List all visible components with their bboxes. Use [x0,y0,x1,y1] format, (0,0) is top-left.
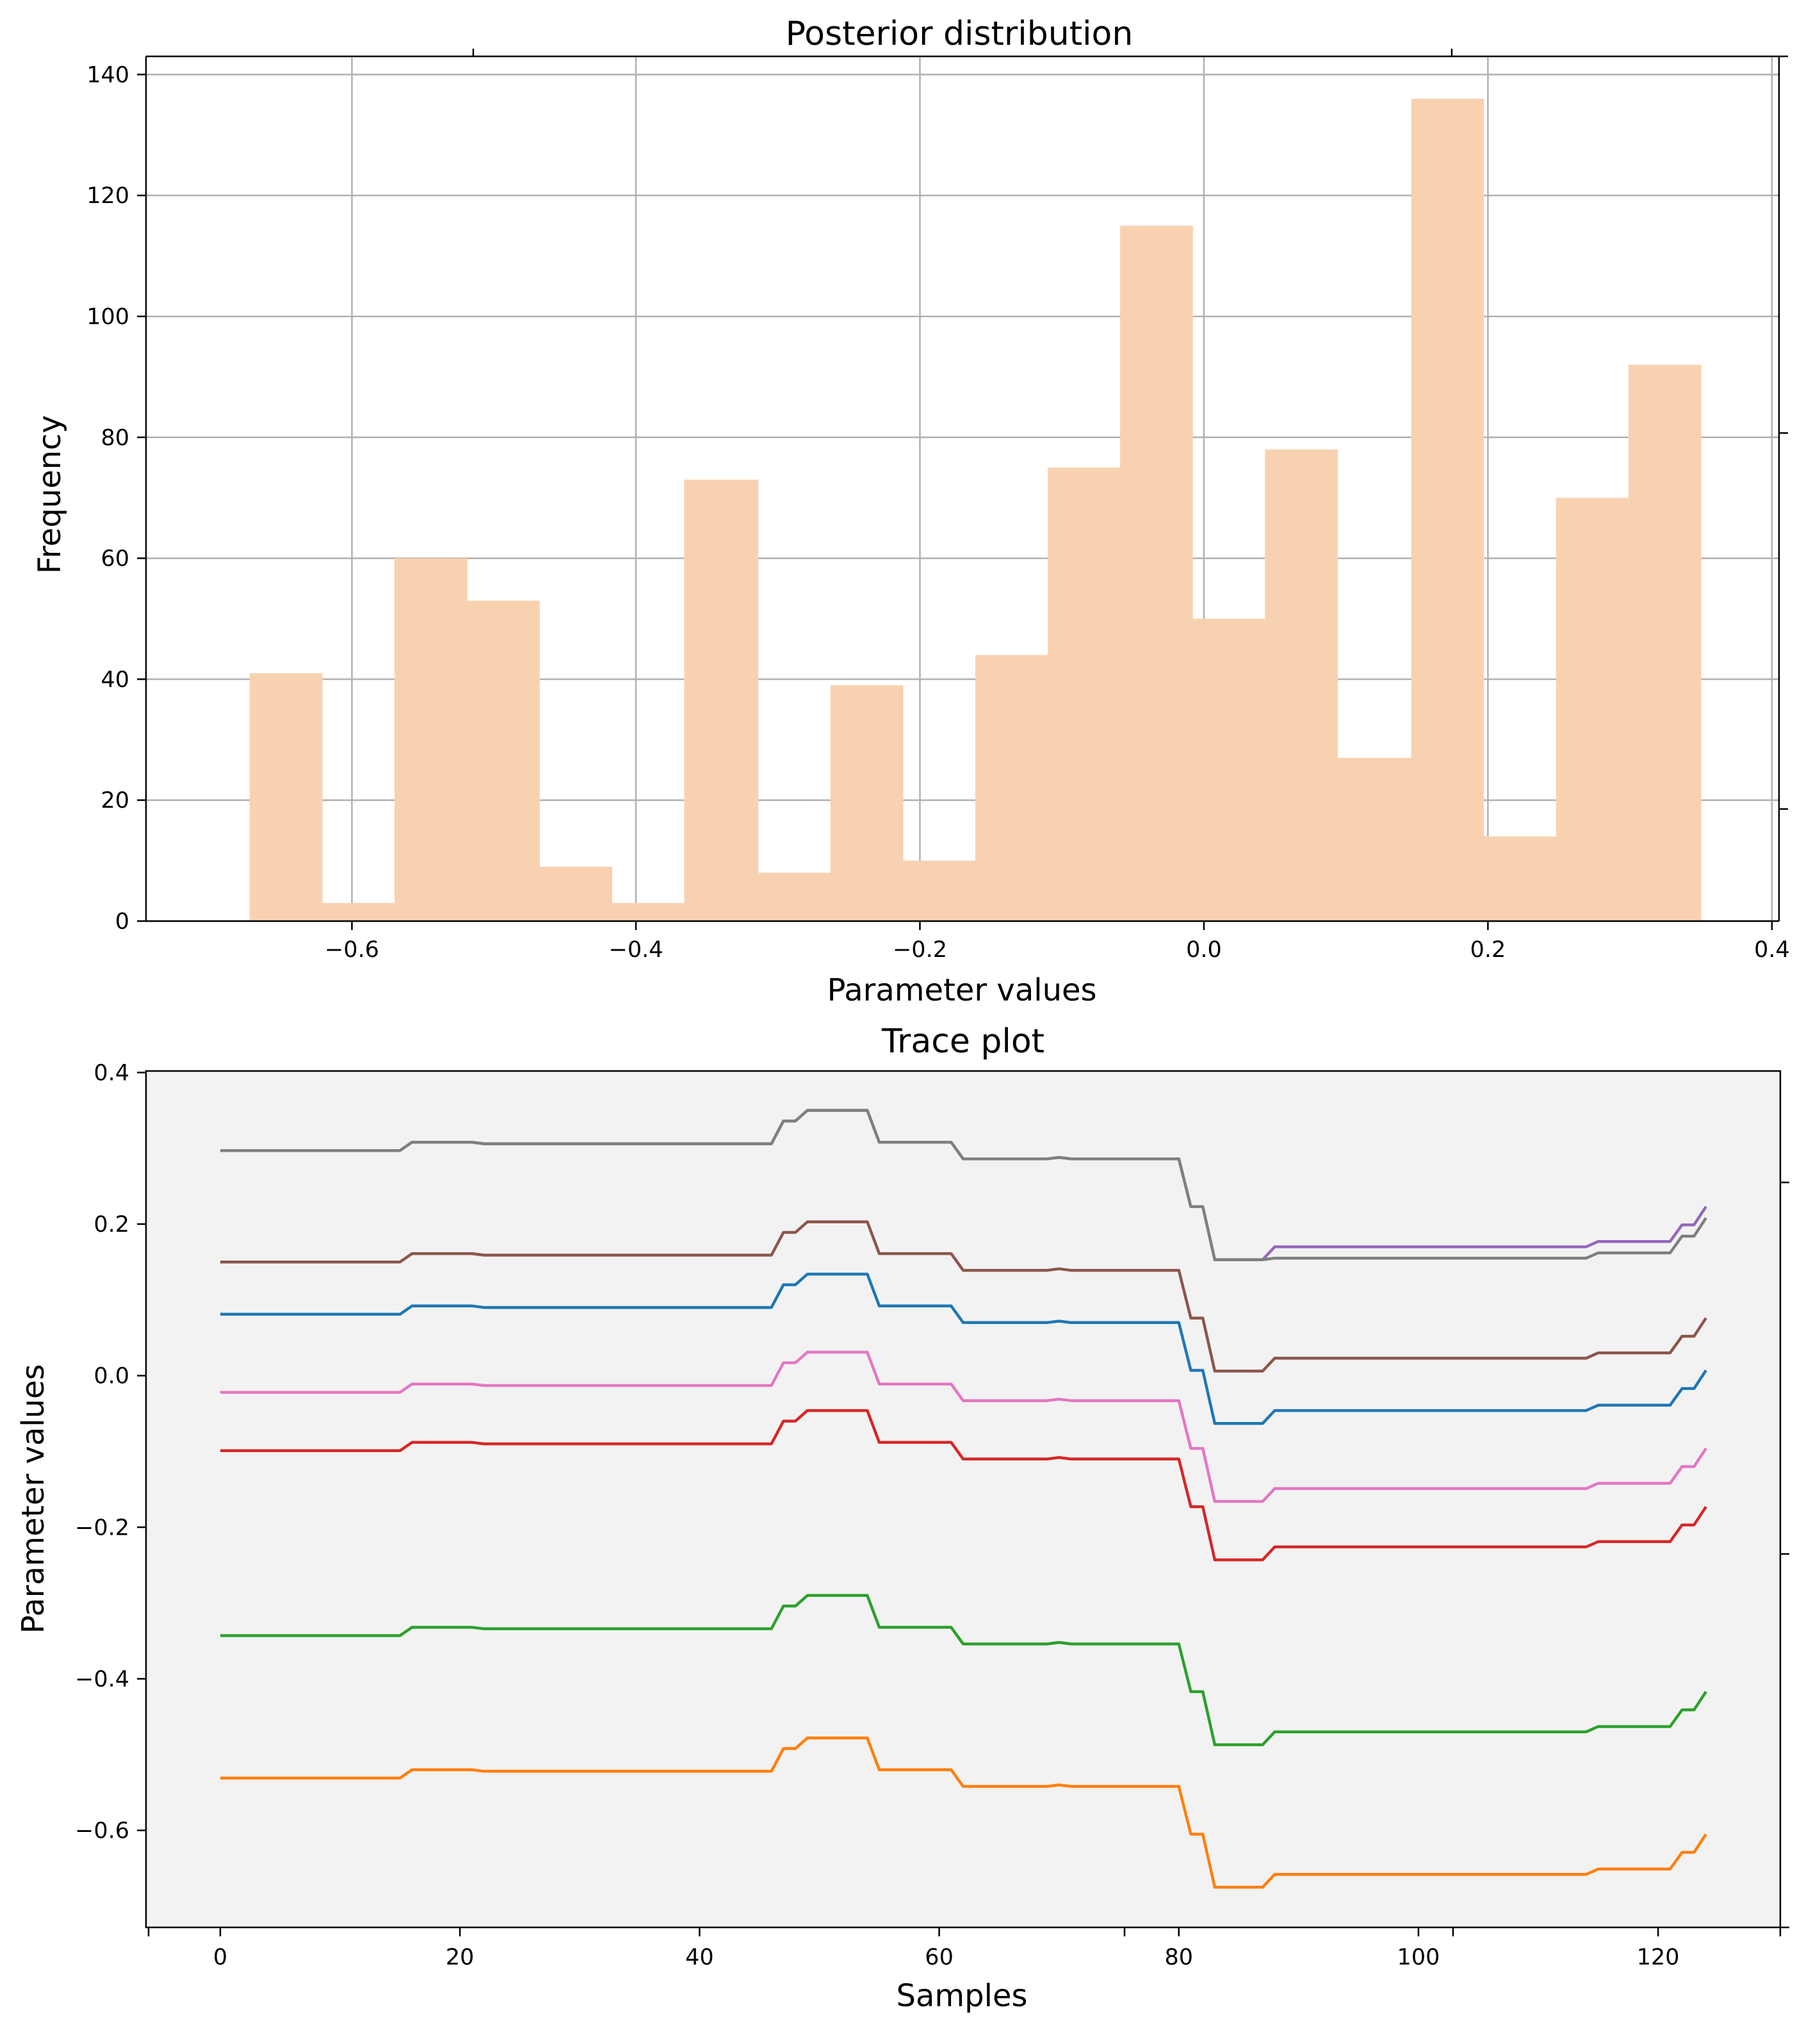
trace-x-tick-label: 20 [446,1945,475,1970]
histogram-bar-9 [830,685,904,921]
histogram-y-tick-label: 100 [86,304,129,330]
histogram-y-axis-label: Frequency [32,415,68,574]
histogram-y-tick-label: 140 [86,62,129,88]
histogram-y-tick-label: 40 [101,667,129,692]
trace-axes-border [145,1070,1782,1929]
histogram-bar-11 [975,655,1048,921]
histogram-ticks: −0.6 −0.4 −0.2 0.0 0.2 0.4 0 20 40 60 80 100 120 140 [86,62,1790,963]
histogram-bar-2 [321,903,395,921]
histogram-bar-17 [1411,99,1484,921]
histogram-bar-14 [1192,618,1265,921]
histogram-x-axis-label: Parameter values [827,972,1096,1008]
histogram-x-tick-label: 0.4 [1754,937,1790,963]
histogram-bars [249,99,1702,921]
histogram-bar-5 [539,867,612,921]
histogram-x-tick-label: −0.6 [325,937,379,963]
histogram-y-tick-label: 120 [86,183,129,209]
histogram-title: Posterior distribution [786,15,1133,53]
histogram-bar-10 [902,860,976,921]
trace-y-tick-label: −0.2 [75,1515,129,1541]
trace-y-tick-label: −0.4 [75,1667,129,1692]
histogram-bar-19 [1556,498,1629,921]
trace-frame [145,1070,1789,1936]
histogram-x-tick-label: 0.0 [1186,937,1222,963]
trace-x-tick-label: 80 [1165,1945,1194,1970]
histogram-x-tick-label: 0.2 [1470,937,1506,963]
trace-y-tick-label: 0.4 [93,1060,129,1086]
trace-lines [220,1109,1707,1889]
trace-x-tick-label: 100 [1397,1945,1440,1970]
series-blue [220,1272,1707,1425]
histogram-y-tick-label: 0 [115,909,129,935]
histogram-y-tick-label: 60 [101,546,129,572]
trace-y-tick-label: 0.2 [93,1212,129,1238]
histogram-bar-20 [1628,364,1702,921]
series-red [220,1409,1707,1562]
histogram-bar-8 [758,872,831,921]
series-green [220,1594,1707,1747]
histogram-bar-12 [1048,467,1121,921]
histogram-bar-3 [394,558,467,921]
histogram-frame [145,49,1788,922]
histogram-x-tick-label: −0.4 [609,937,663,963]
trace-x-tick-label: 120 [1637,1945,1680,1970]
trace-x-tick-label: 40 [685,1945,714,1970]
histogram-bar-18 [1483,836,1557,921]
histogram-bar-13 [1120,225,1193,921]
histogram-bar-15 [1265,449,1338,921]
trace-ticks: 0 20 40 60 80 100 120 −0.6 −0.4 −0.2 0.0 0.2 0.4 [75,1060,1680,1970]
trace-y-tick-label: 0.0 [93,1364,129,1389]
trace-x-tick-label: 60 [925,1945,954,1970]
series-pink [220,1350,1707,1503]
histogram-bar-6 [612,903,685,921]
histogram-x-tick-label: −0.2 [893,937,947,963]
histogram-y-tick-label: 80 [101,425,129,451]
histogram-panel: −0.6 −0.4 −0.2 0.0 0.2 0.4020406080100120140 … [32,15,1790,1008]
trace-y-tick-label: −0.6 [75,1818,129,1844]
histogram-bar-16 [1337,758,1412,921]
histogram-bar-4 [467,600,540,921]
histogram-bar-7 [684,479,759,921]
trace-title: Trace plot [881,1022,1044,1061]
histogram-y-tick-label: 20 [101,788,129,813]
series-brown [220,1220,1707,1373]
trace-x-tick-label: 0 [213,1945,227,1970]
trace-y-axis-label: Parameter values [15,1364,51,1633]
trace-x-axis-label: Samples [897,1978,1028,2014]
histogram-bar-1 [249,673,323,921]
trace-plot-background [146,1071,1780,1927]
trace-panel: 0 20 40 60 80 100 120 −0.6 −0.4 −0.2 0.0 0.2 0.4 Tra… [15,1022,1789,2014]
series-orange [220,1736,1707,1889]
series-gray [220,1109,1707,1261]
